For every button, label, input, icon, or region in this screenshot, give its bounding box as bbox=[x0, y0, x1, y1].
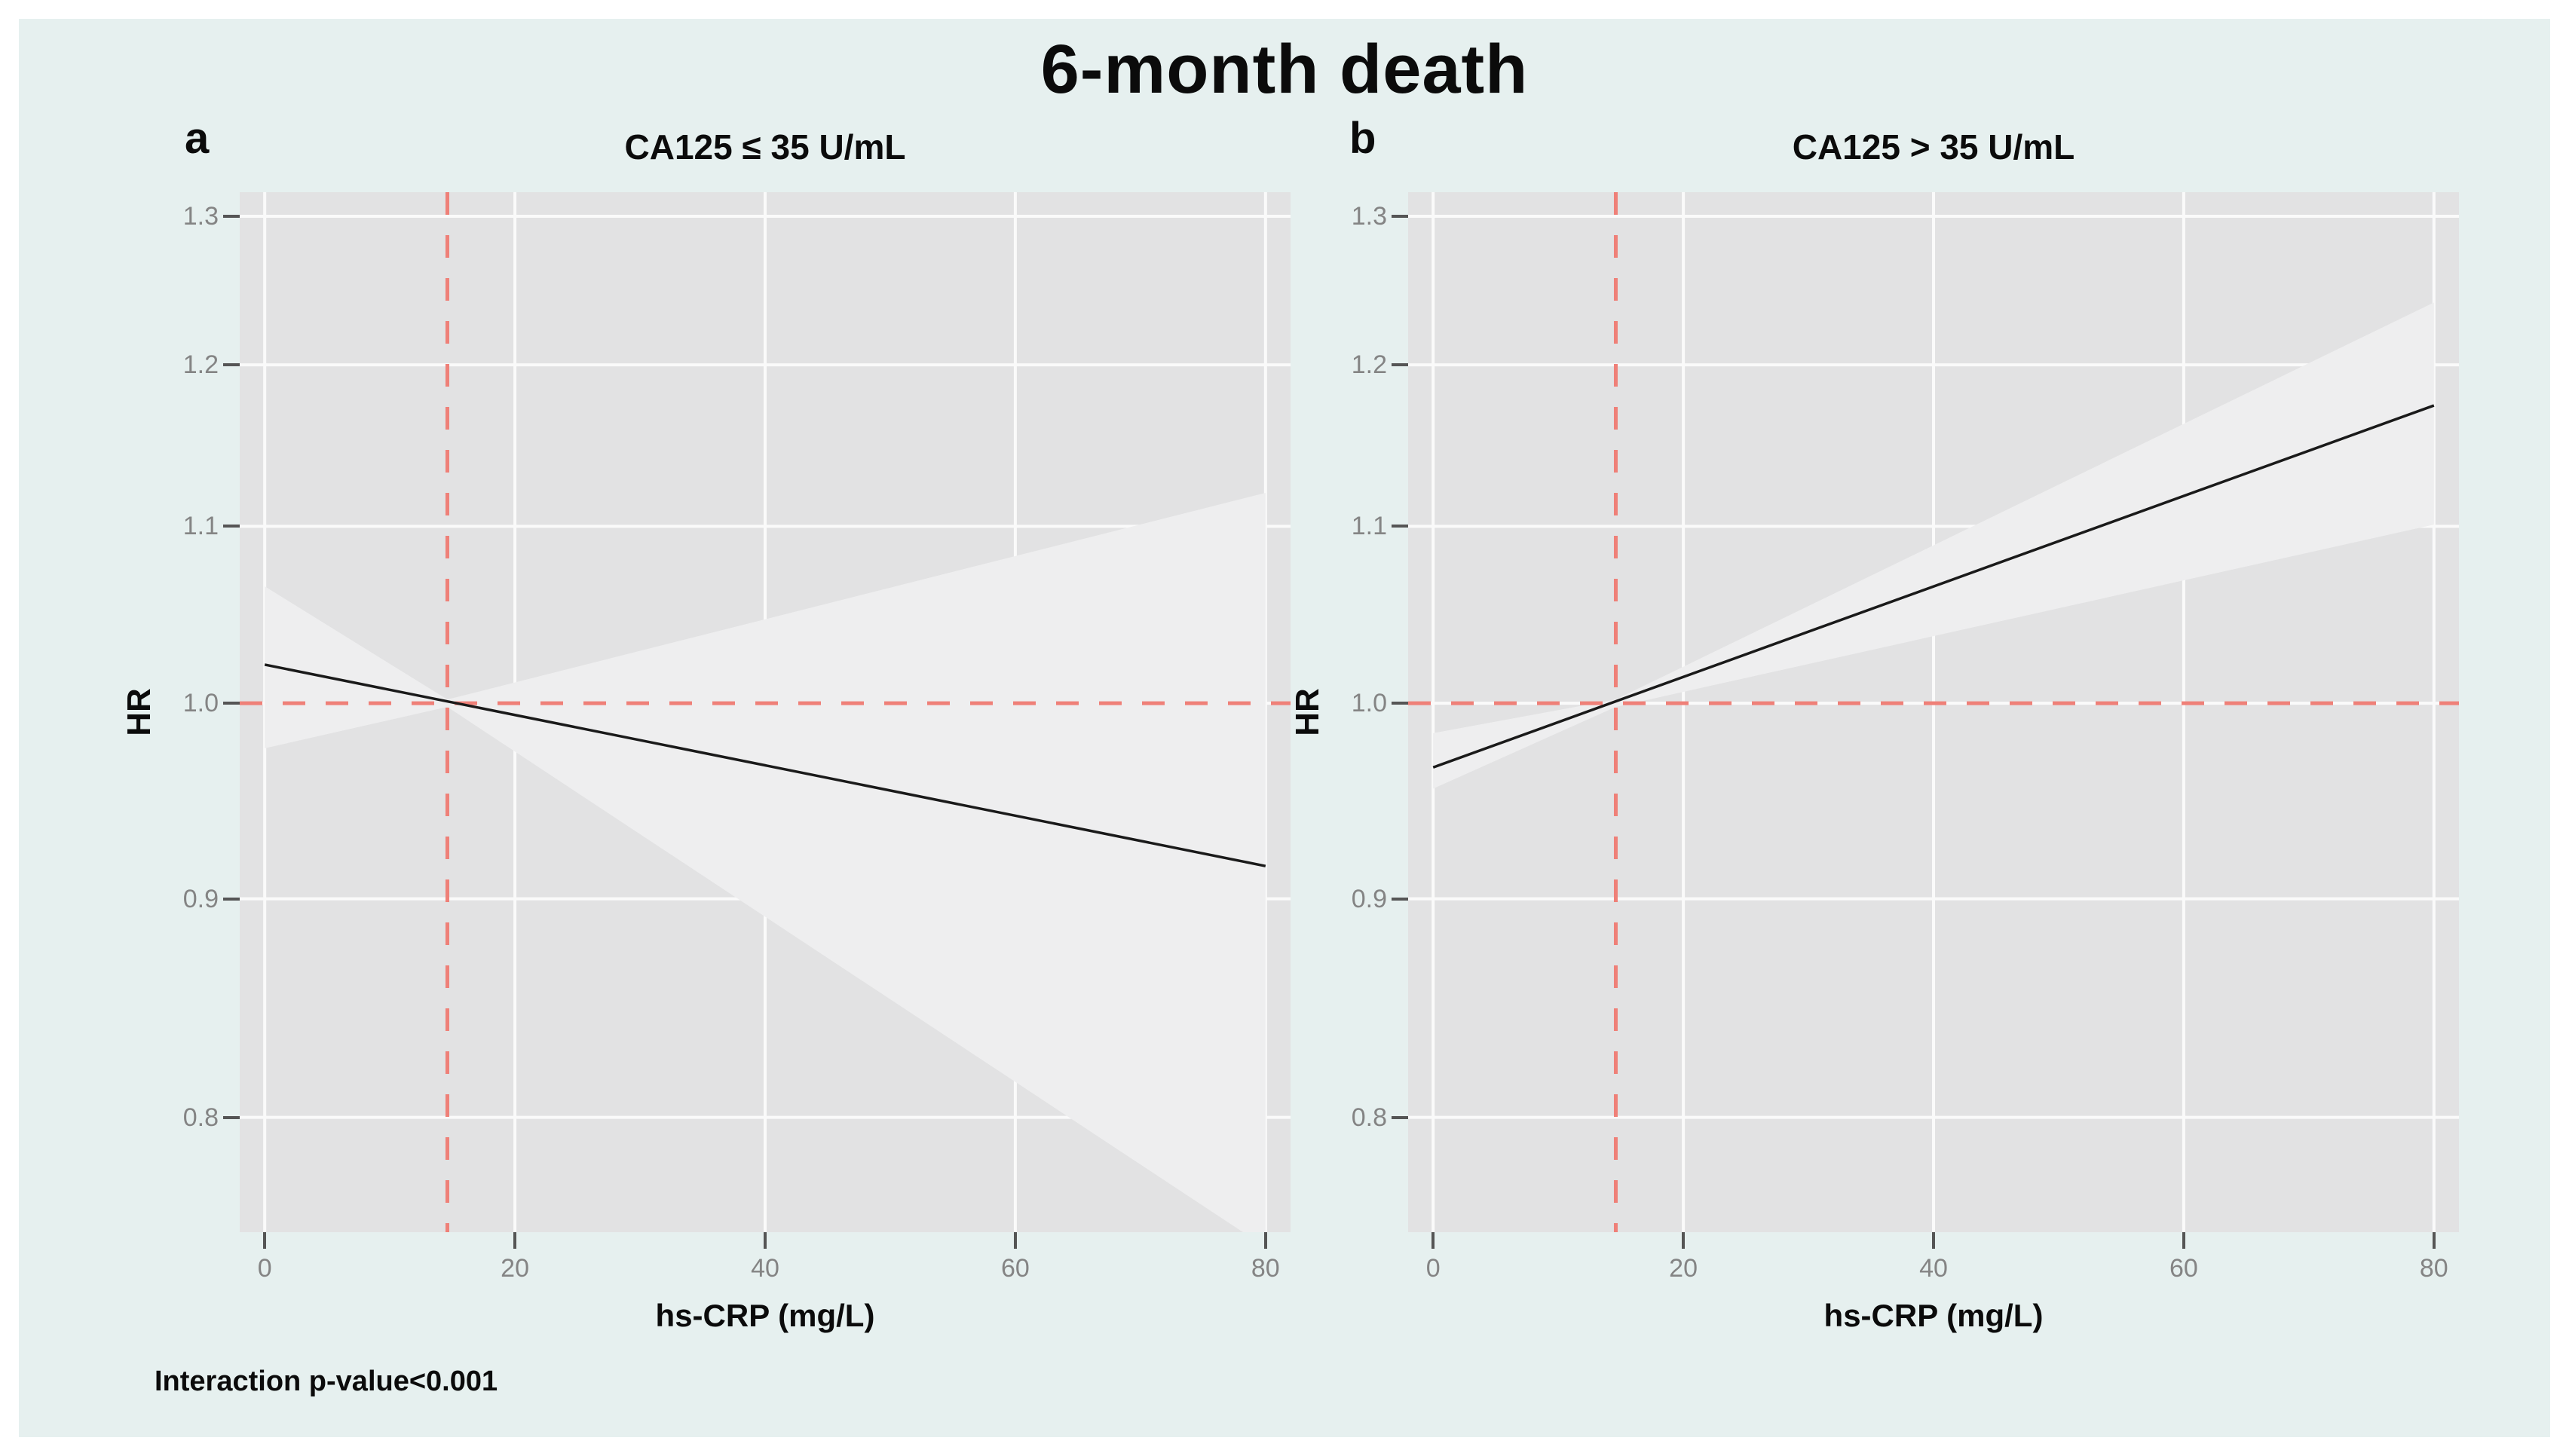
y-tick-label: 1.0 bbox=[182, 689, 219, 718]
y-tick-mark bbox=[223, 702, 240, 705]
panel-b-title: CA125 > 35 U/mL bbox=[1792, 127, 2075, 167]
panel-a-label: a bbox=[185, 114, 210, 163]
x-tick-mark bbox=[2182, 1232, 2185, 1249]
x-tick-label: 60 bbox=[1000, 1254, 1030, 1283]
y-tick-mark bbox=[1392, 702, 1408, 705]
hr-line bbox=[264, 663, 1266, 867]
y-tick-mark bbox=[223, 214, 240, 218]
y-tick-label: 1.2 bbox=[182, 350, 219, 380]
panel-a-y-axis-title: HR bbox=[121, 688, 158, 736]
x-tick-label: 40 bbox=[751, 1254, 779, 1283]
confidence-band bbox=[265, 493, 1266, 1232]
x-tick-label: 20 bbox=[1669, 1254, 1698, 1283]
y-tick-label: 0.8 bbox=[182, 1103, 219, 1132]
x-tick-label: 80 bbox=[2419, 1254, 2448, 1283]
y-tick-mark bbox=[1392, 363, 1408, 367]
y-tick-label: 0.8 bbox=[1351, 1103, 1387, 1132]
x-tick-mark bbox=[1431, 1232, 1435, 1249]
x-tick-label: 20 bbox=[501, 1254, 529, 1283]
y-tick-label: 1.3 bbox=[1351, 201, 1387, 231]
y-tick-mark bbox=[1392, 1115, 1408, 1119]
y-tick-mark bbox=[223, 363, 240, 367]
x-tick-mark bbox=[513, 1232, 517, 1249]
y-tick-mark bbox=[1392, 525, 1408, 528]
y-tick-mark bbox=[1392, 897, 1408, 901]
y-tick-label: 1.2 bbox=[1351, 350, 1387, 380]
x-tick-mark bbox=[1263, 1232, 1267, 1249]
x-tick-mark bbox=[2432, 1232, 2436, 1249]
chart-title: 6-month death bbox=[1040, 31, 1529, 108]
y-tick-mark bbox=[223, 1115, 240, 1119]
x-tick-label: 0 bbox=[257, 1254, 272, 1283]
x-tick-label: 80 bbox=[1251, 1254, 1280, 1283]
y-tick-label: 1.1 bbox=[1351, 512, 1387, 541]
x-tick-mark bbox=[1013, 1232, 1017, 1249]
x-tick-label: 0 bbox=[1425, 1254, 1441, 1283]
y-tick-mark bbox=[1392, 214, 1408, 218]
y-tick-label: 1.1 bbox=[182, 512, 219, 541]
panel-a-title: CA125 ≤ 35 U/mL bbox=[624, 127, 906, 167]
x-tick-mark bbox=[263, 1232, 267, 1249]
y-tick-label: 1.3 bbox=[182, 201, 219, 231]
interaction-p-value-annotation: Interaction p-value<0.001 bbox=[155, 1366, 498, 1397]
y-tick-label: 1.0 bbox=[1351, 689, 1387, 718]
x-tick-mark bbox=[764, 1232, 767, 1249]
y-tick-label: 0.9 bbox=[182, 884, 219, 913]
panel-a-plot-area bbox=[240, 192, 1291, 1232]
panel-a-x-axis-title: hs-CRP (mg/L) bbox=[655, 1298, 875, 1333]
confidence-band bbox=[1433, 302, 2434, 789]
x-tick-mark bbox=[1682, 1232, 1686, 1249]
panel-b-y-axis-title: HR bbox=[1289, 688, 1326, 736]
x-tick-label: 40 bbox=[1919, 1254, 1948, 1283]
y-tick-mark bbox=[223, 525, 240, 528]
hr-line bbox=[1432, 404, 2435, 769]
x-tick-label: 60 bbox=[2169, 1254, 2198, 1283]
panel-b-plot-area bbox=[1408, 192, 2459, 1232]
y-tick-label: 0.9 bbox=[1351, 884, 1387, 913]
panel-b-x-axis-title: hs-CRP (mg/L) bbox=[1823, 1298, 2044, 1333]
y-tick-mark bbox=[223, 897, 240, 901]
panel-b-label: b bbox=[1349, 114, 1376, 163]
x-tick-mark bbox=[1932, 1232, 1935, 1249]
